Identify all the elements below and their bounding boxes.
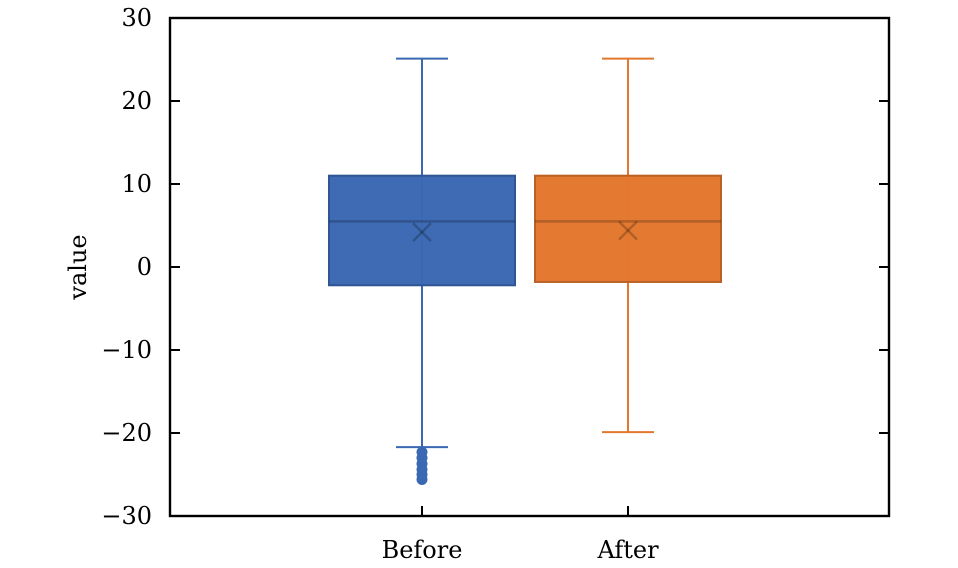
y-tick-label: −10 [101, 336, 152, 364]
y-tick-label: −30 [101, 502, 152, 530]
mean-marker [618, 220, 638, 241]
iqr-box [328, 174, 516, 287]
x-tick-label: After [596, 536, 659, 564]
y-tick-label: 30 [121, 4, 152, 32]
iqr-box-edge [534, 174, 722, 283]
box-series [328, 57, 722, 485]
outlier-point [416, 473, 428, 485]
x-tick-label: Before [382, 536, 463, 564]
mean-marker [618, 220, 638, 241]
box-before [328, 57, 516, 485]
mean-marker [412, 222, 432, 243]
y-tick-label: 10 [121, 170, 152, 198]
y-tick-label: 20 [121, 87, 152, 115]
y-axis-label: value [64, 234, 92, 300]
iqr-box-edge [328, 174, 516, 287]
x-axis-ticks: Before After [382, 506, 659, 564]
mean-marker [412, 222, 432, 243]
box-after [534, 57, 722, 434]
plot-frame [168, 16, 891, 518]
y-axis-ticks: −30 −20 −10 0 10 20 30 [101, 4, 889, 530]
y-tick-label: 0 [137, 253, 152, 281]
y-tick-label: −20 [101, 419, 152, 447]
iqr-box [534, 174, 722, 283]
